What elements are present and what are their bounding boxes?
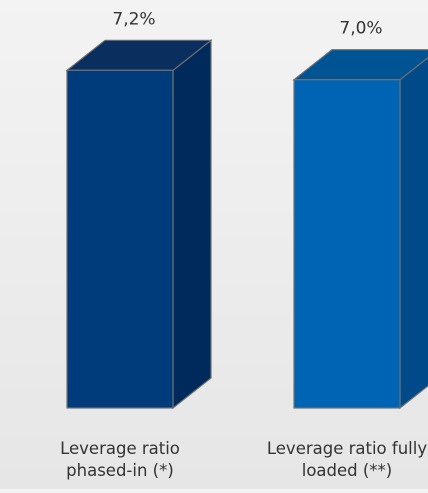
bar-group-2 <box>292 49 428 410</box>
value-label-2: 7,0% <box>339 19 382 39</box>
bar-1 <box>66 69 174 409</box>
value-label-1: 7,2% <box>112 9 155 29</box>
category-label-1: Leverage ratio phased-in (*) <box>60 439 180 480</box>
category-label-2-line-2: loaded (**) <box>302 461 393 480</box>
bar-side-1 <box>172 39 212 410</box>
category-label-2-line-1: Leverage ratio fully <box>267 439 427 458</box>
bar-side-2 <box>399 56 428 410</box>
category-label-2: Leverage ratio fully loaded (**) <box>267 439 427 480</box>
bar-group-1 <box>65 39 213 410</box>
category-label-1-line-1: Leverage ratio <box>60 439 180 458</box>
bar-2 <box>293 79 401 409</box>
category-label-1-line-2: phased-in (*) <box>66 461 174 480</box>
